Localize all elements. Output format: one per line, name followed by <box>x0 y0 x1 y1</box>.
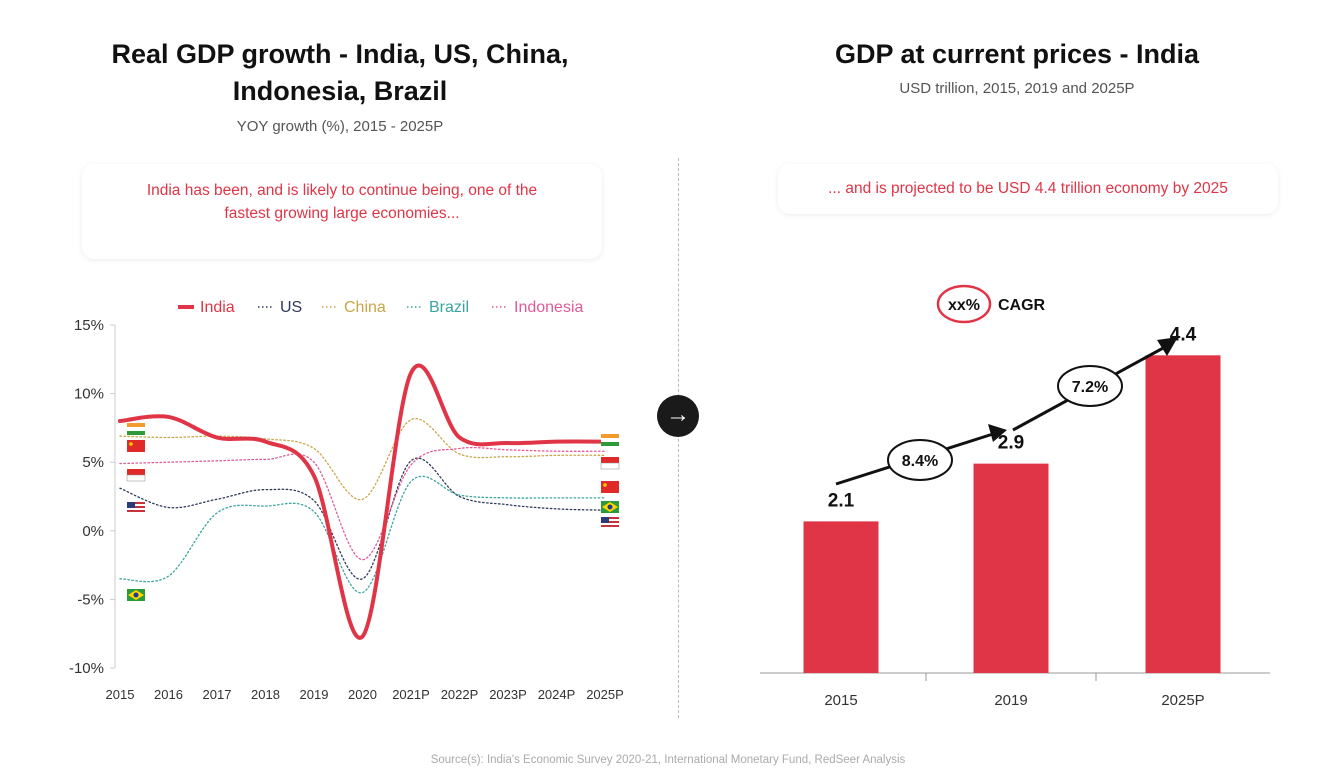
right-callout: ... and is projected to be USD 4.4 trill… <box>778 164 1278 214</box>
series-line-us <box>119 457 606 580</box>
left-subtitle: YOY growth (%), 2015 - 2025P <box>236 118 444 135</box>
left-title-line2: Indonesia, Brazil <box>232 76 448 106</box>
right-subtitle: USD trillion, 2015, 2019 and 2025P <box>899 80 1135 97</box>
cagr-label: 7.2% <box>1072 379 1108 396</box>
us-flag-icon <box>127 502 145 514</box>
legend-entry: Indonesia <box>514 299 583 316</box>
category-label: 2019 <box>994 692 1027 709</box>
x-tick-label: 2021P <box>392 687 430 702</box>
cagr-key-label: CAGR <box>998 297 1046 314</box>
left-callout: India has been, and is likely to continu… <box>82 164 602 259</box>
series-line-india <box>118 363 607 640</box>
x-tick-label: 2018 <box>251 687 280 702</box>
bar-2015 <box>803 521 879 673</box>
left-title-line1: Real GDP growth - India, US, China, <box>111 39 569 69</box>
x-tick-label: 2023P <box>489 687 527 702</box>
left-callout-line1: India has been, and is likely to continu… <box>146 182 538 199</box>
gdp-bar-chart: 2.1 2015 2.9 2019 4.4 2025P 8.4% 7.2% xx% CAGR <box>760 284 1270 709</box>
right-title: GDP at current prices - India <box>834 39 1200 69</box>
brazil-flag-icon <box>127 589 145 601</box>
x-tick-label: 2020 <box>348 687 377 702</box>
bar-value-label: 2.1 <box>828 490 855 511</box>
cagr-key-ellipse <box>936 284 992 324</box>
cagr-key-badge: xx% <box>948 297 980 314</box>
y-tick-label: 15% <box>74 317 104 334</box>
cagr-ellipse <box>1057 365 1123 407</box>
y-tick-label: -10% <box>69 660 104 677</box>
y-tick-label: 10% <box>74 386 104 403</box>
category-label: 2015 <box>824 692 857 709</box>
china-flag-icon <box>127 440 145 452</box>
cagr-label: 8.4% <box>902 453 938 470</box>
series-line-china <box>119 418 606 500</box>
india-flag-icon <box>601 434 619 446</box>
bar-2025p <box>1145 355 1221 673</box>
us-flag-icon <box>601 517 619 529</box>
x-tick-label: 2016 <box>154 687 183 702</box>
x-tick-label: 2015 <box>106 687 135 702</box>
brazil-flag-icon <box>601 501 619 513</box>
panel-divider <box>678 158 679 718</box>
china-flag-icon <box>601 481 619 493</box>
legend-entry: Brazil <box>429 299 469 316</box>
x-tick-label: 2024P <box>538 687 576 702</box>
indonesia-flag-icon <box>600 457 620 470</box>
source-note: Source(s): India's Economic Survey 2020-… <box>430 754 906 766</box>
series-line-indonesia <box>119 446 606 561</box>
y-tick-label: 5% <box>82 454 104 471</box>
category-label: 2025P <box>1161 692 1204 709</box>
bar-value-label: 2.9 <box>998 433 1024 454</box>
bar-2019 <box>973 463 1049 673</box>
bar-value-label: 4.4 <box>1170 324 1197 345</box>
india-flag-icon <box>127 423 145 435</box>
legend-entry: China <box>344 299 386 316</box>
x-tick-label: 2025P <box>586 687 624 702</box>
cagr-ellipse <box>887 439 953 481</box>
x-tick-label: 2019 <box>300 687 329 702</box>
y-tick-label: 0% <box>82 523 104 540</box>
legend-entry: US <box>280 299 302 316</box>
indonesia-flag-icon <box>126 469 146 482</box>
gdp-growth-line-chart: 15% 10% 5% 0% -5% -10%2015 2016 2017 2018 2019 202… <box>69 299 624 702</box>
left-title: Real GDP growth - India, US, China, Indo… <box>40 36 640 110</box>
x-tick-label: 2022P <box>441 687 479 702</box>
left-callout-line2: fastest growing large economies... <box>224 205 460 222</box>
growth-arrow-head <box>988 424 1007 442</box>
legend-entry: India <box>200 299 235 316</box>
y-tick-label: -5% <box>77 591 104 608</box>
x-tick-label: 2017 <box>203 687 232 702</box>
series-line-brazil <box>119 475 606 594</box>
arrow-right-icon[interactable]: → <box>657 395 699 437</box>
growth-arrow-head <box>1157 337 1178 356</box>
